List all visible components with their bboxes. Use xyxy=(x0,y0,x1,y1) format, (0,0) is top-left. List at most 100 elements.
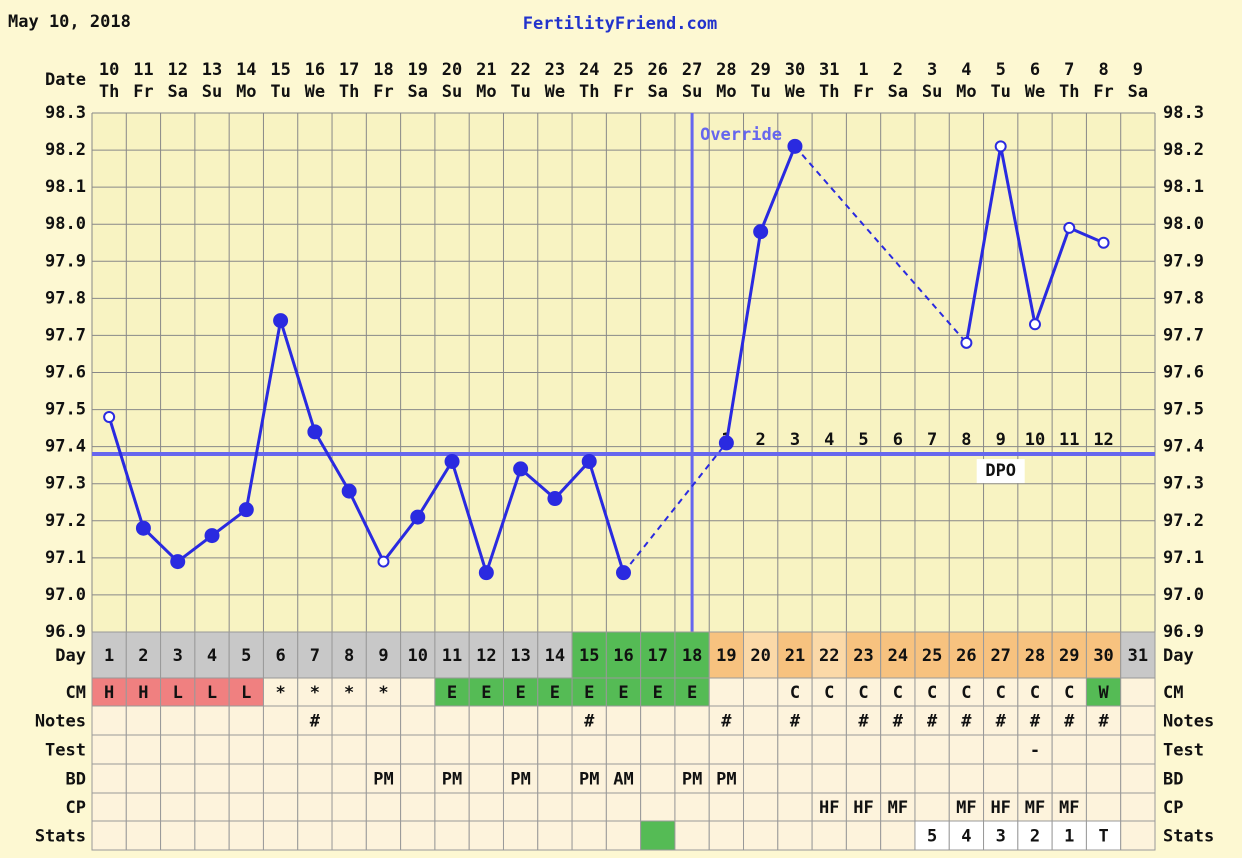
cell xyxy=(434,792,470,822)
cell xyxy=(331,734,367,765)
dpo-number: 5 xyxy=(858,430,868,450)
cell-text: 5 xyxy=(927,827,937,847)
cell-text: C xyxy=(996,683,1006,703)
cell xyxy=(880,677,916,707)
weekday: We xyxy=(305,82,325,102)
open-marker xyxy=(1063,221,1076,234)
dpo-number: 7 xyxy=(927,430,937,450)
y-tick-label-right: 96.9 xyxy=(1163,622,1204,642)
cell xyxy=(262,705,299,736)
open-marker xyxy=(377,555,390,568)
cell-text: # xyxy=(1098,712,1109,732)
cell xyxy=(468,820,504,851)
y-tick-label: 97.5 xyxy=(45,400,86,420)
cell xyxy=(708,677,745,707)
open-marker xyxy=(1028,318,1041,331)
cell-text: 3 xyxy=(996,827,1006,847)
cell xyxy=(605,792,642,822)
y-tick-label: 98.2 xyxy=(45,140,86,160)
cell xyxy=(914,631,950,679)
weekday: Tu xyxy=(510,82,530,102)
cell xyxy=(811,763,847,794)
cell xyxy=(880,763,916,794)
cell xyxy=(1051,820,1087,851)
cell-text: 23 xyxy=(853,646,873,666)
cell-text: 31 xyxy=(1128,646,1148,666)
cell xyxy=(845,820,882,851)
cell xyxy=(160,705,196,736)
cell xyxy=(91,792,127,822)
weekday: Tu xyxy=(750,82,770,102)
cell-text: 30 xyxy=(1093,646,1113,666)
cell-text: 1 xyxy=(1064,827,1074,847)
cell-text: MF xyxy=(888,798,908,818)
cell xyxy=(434,631,470,679)
cell xyxy=(160,763,196,794)
cell-text: AM xyxy=(613,770,633,790)
y-tick-label-right: 97.6 xyxy=(1163,363,1204,383)
cell xyxy=(640,705,676,736)
cell xyxy=(1085,763,1122,794)
cell-text: E xyxy=(618,683,628,703)
cell xyxy=(91,734,127,765)
weekday: Fr xyxy=(853,82,873,102)
cell-text: 14 xyxy=(545,646,565,666)
y-tick-label-right: 97.2 xyxy=(1163,511,1204,531)
cell xyxy=(948,734,985,765)
cell xyxy=(297,792,333,822)
cell-text: # xyxy=(893,712,904,732)
date-day: 19 xyxy=(408,60,428,80)
y-tick-label: 97.6 xyxy=(45,363,86,383)
cell-text: 24 xyxy=(888,646,908,666)
cell xyxy=(571,705,607,736)
cell-text: 1 xyxy=(104,646,114,666)
weekday: Mo xyxy=(476,82,496,102)
cell xyxy=(605,763,642,794)
y-tick-label: 97.1 xyxy=(45,548,86,568)
cell xyxy=(228,792,264,822)
cell xyxy=(160,820,196,851)
cell-text: PM xyxy=(373,770,393,790)
cell xyxy=(194,734,230,765)
cell xyxy=(537,820,573,851)
cell xyxy=(1120,820,1156,851)
cell xyxy=(331,705,367,736)
y-tick-label-right: 97.0 xyxy=(1163,585,1204,605)
cell xyxy=(297,677,333,707)
marker xyxy=(341,483,357,499)
cell xyxy=(160,792,196,822)
date-day: 12 xyxy=(167,60,187,80)
date-day: 27 xyxy=(682,60,702,80)
cell-text: T xyxy=(1098,827,1108,847)
cell-text: H xyxy=(138,683,148,703)
cell-text: 4 xyxy=(961,827,971,847)
cell xyxy=(1051,763,1087,794)
cell xyxy=(605,734,642,765)
cell xyxy=(845,763,882,794)
cell-text: C xyxy=(1030,683,1040,703)
cell xyxy=(845,705,882,736)
cell xyxy=(743,705,779,736)
dashed-link xyxy=(622,442,728,574)
dpo-number: 6 xyxy=(893,430,903,450)
cell xyxy=(880,734,916,765)
date-day: 2 xyxy=(893,60,903,80)
cell xyxy=(400,677,436,707)
cell-text: E xyxy=(550,683,560,703)
cell xyxy=(434,763,470,794)
y-tick-label-right: 98.2 xyxy=(1163,140,1204,160)
cell xyxy=(400,734,436,765)
cell-text: C xyxy=(858,683,868,703)
cell-text: PM xyxy=(682,770,702,790)
open-marker xyxy=(960,336,973,349)
cell xyxy=(1017,631,1053,679)
row-label: Notes xyxy=(35,712,86,732)
weekday: We xyxy=(1025,82,1045,102)
weekday: Th xyxy=(819,82,839,102)
dpo-number: 8 xyxy=(961,430,971,450)
cell-text: L xyxy=(173,683,183,703)
y-tick-label: 97.7 xyxy=(45,325,86,345)
cell xyxy=(948,705,985,736)
dpo-number: 4 xyxy=(824,430,834,450)
cell xyxy=(297,734,333,765)
